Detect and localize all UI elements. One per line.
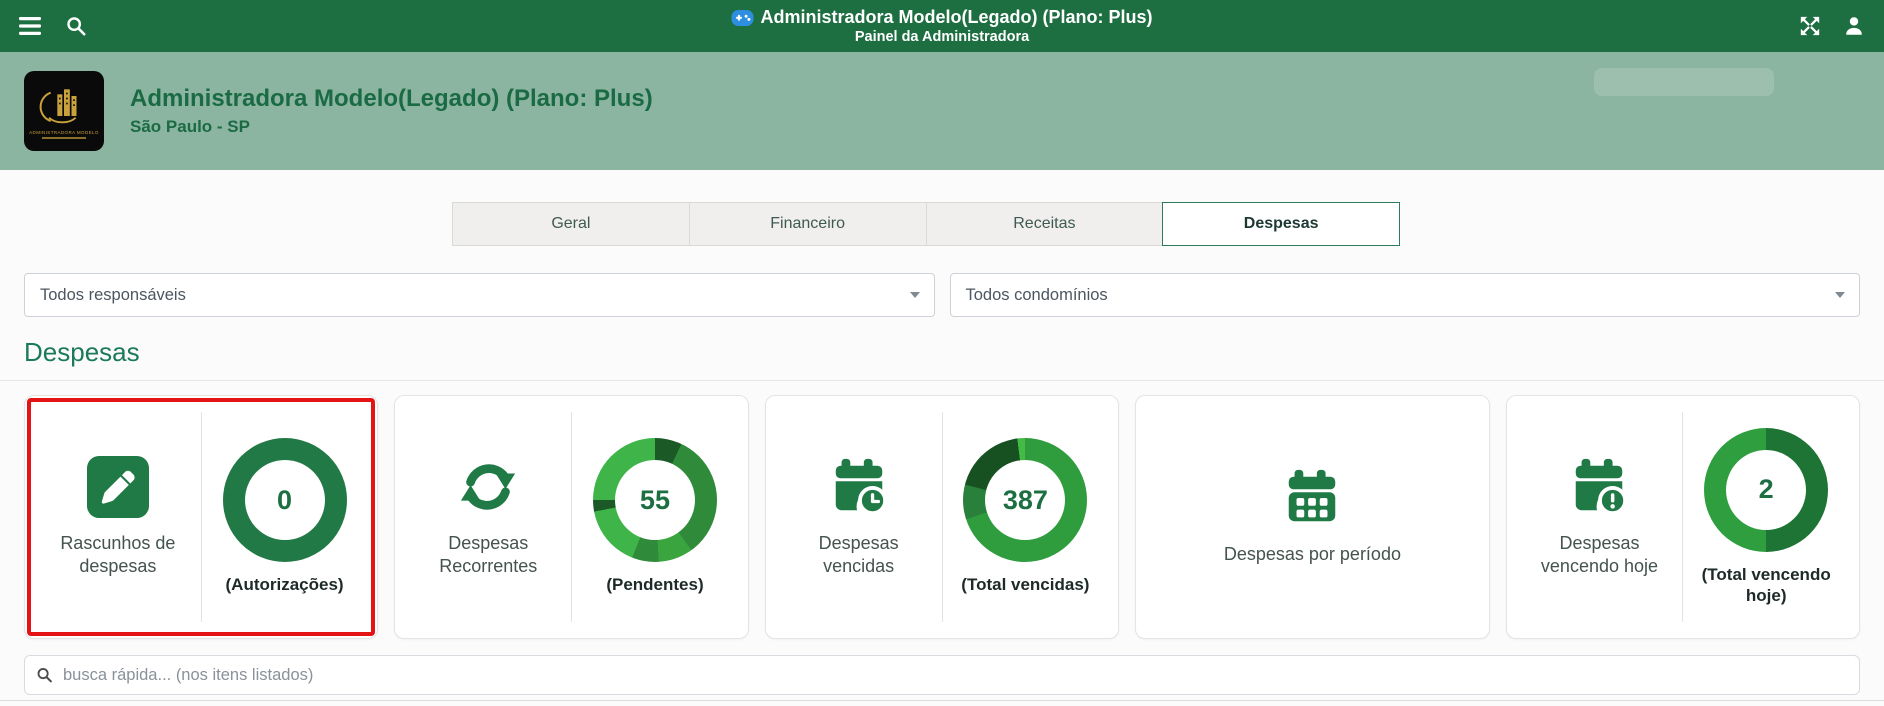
- card-rascunhos-de-despesas[interactable]: Rascunhos de despesas 0 (Autorizações): [24, 395, 379, 639]
- tab-geral-label: Geral: [551, 215, 591, 232]
- bottom-divider: [0, 700, 1884, 701]
- user-icon: [1846, 17, 1862, 35]
- donut-value: 0: [277, 484, 293, 515]
- header-title-block: Administradora Modelo(Legado) (Plano: Pl…: [731, 0, 1153, 52]
- search-button[interactable]: [62, 12, 90, 40]
- donut-caption: (Pendentes): [606, 575, 704, 595]
- tab-receitas-label: Receitas: [1013, 215, 1076, 232]
- donut-value: 2: [1758, 474, 1774, 505]
- tab-financeiro[interactable]: Financeiro: [688, 202, 927, 246]
- card-divider: [571, 412, 573, 622]
- tab-despesas-label: Despesas: [1243, 215, 1319, 232]
- user-menu-button[interactable]: [1840, 12, 1868, 40]
- card-divider: [1682, 412, 1684, 622]
- card-despesas-recorrentes[interactable]: Despesas Recorrentes 55 (Pendentes): [394, 395, 749, 639]
- calendar-clock-icon: [828, 456, 890, 518]
- donut-caption: (Total vencendo hoje): [1701, 564, 1831, 605]
- total-vencendo-hoje-donut-chart: 2: [1704, 427, 1829, 552]
- card-label: Despesas por período: [1223, 544, 1401, 565]
- donut-caption: (Total vencidas): [961, 575, 1090, 595]
- hamburger-menu-button[interactable]: [16, 12, 44, 40]
- responsaveis-select[interactable]: Todos responsáveis: [24, 273, 935, 317]
- card-divider: [200, 412, 202, 622]
- card-divider: [941, 412, 943, 622]
- card-despesas-vencidas[interactable]: Despesas vencidas 387 (Total vencidas): [764, 395, 1120, 639]
- rotate-arrows-icon: [457, 456, 519, 518]
- condominios-select[interactable]: Todos condomínios: [949, 273, 1860, 317]
- condominios-select-value: Todos condomínios: [965, 285, 1108, 304]
- banner-highlight: [1594, 68, 1774, 96]
- donut-value: 387: [1002, 484, 1048, 515]
- section-title: Despesas: [24, 337, 140, 367]
- card-label: Despesas vencendo hoje: [1540, 532, 1659, 576]
- donut-caption: (Autorizações): [225, 575, 344, 595]
- company-logo: ADMINISTRADORA MODELO: [24, 71, 104, 151]
- header-title: Administradora Modelo(Legado) (Plano: Pl…: [760, 7, 1153, 27]
- tab-receitas[interactable]: Receitas: [925, 202, 1164, 246]
- header-subtitle: Painel da Administradora: [854, 29, 1030, 45]
- pendentes-donut-chart: 55: [592, 438, 717, 563]
- chevron-down-icon: [1835, 292, 1845, 298]
- expand-arrows-icon: [1800, 16, 1820, 36]
- company-banner: ADMINISTRADORA MODELO Administradora Mod…: [0, 52, 1884, 170]
- autorizacoes-donut-chart: 0: [222, 438, 347, 563]
- tab-despesas[interactable]: Despesas: [1162, 202, 1400, 246]
- section-divider: [0, 380, 1884, 381]
- tab-geral[interactable]: Geral: [452, 202, 690, 246]
- responsaveis-select-value: Todos responsáveis: [40, 285, 186, 304]
- quick-search-input[interactable]: [24, 655, 1860, 695]
- calendar-exclamation-icon: [1568, 456, 1630, 518]
- search-icon: [67, 17, 86, 36]
- card-label: Despesas vencidas: [818, 532, 899, 576]
- top-header-bar: Administradora Modelo(Legado) (Plano: Pl…: [0, 0, 1884, 52]
- company-location: São Paulo - SP: [130, 117, 250, 136]
- logo-rule: [42, 136, 86, 139]
- donut-value: 55: [639, 484, 670, 515]
- company-name: Administradora Modelo(Legado) (Plano: Pl…: [130, 85, 653, 112]
- building-logo-icon: [39, 88, 77, 123]
- card-despesas-vencendo-hoje[interactable]: Despesas vencendo hoje 2 (Total vencendo…: [1505, 395, 1861, 639]
- expense-cards-row: Rascunhos de despesas 0 (Autorizações) D…: [0, 381, 1884, 639]
- dashboard-tabs: Geral Financeiro Receitas Despesas: [452, 202, 1400, 246]
- fullscreen-button[interactable]: [1796, 12, 1824, 40]
- card-label: Despesas Recorrentes: [439, 532, 538, 576]
- filters-row: Todos responsáveis Todos condomínios: [24, 273, 1860, 317]
- hamburger-icon: [19, 17, 41, 35]
- card-despesas-por-periodo[interactable]: Despesas por período: [1135, 395, 1490, 639]
- quick-search-bar: [24, 655, 1860, 695]
- gamepad-icon: [731, 9, 754, 26]
- chevron-down-icon: [909, 292, 920, 298]
- calendar-grid-icon: [1281, 467, 1343, 529]
- logo-text: ADMINISTRADORA MODELO: [29, 129, 99, 135]
- pencil-square-icon: [86, 455, 149, 518]
- tab-financeiro-label: Financeiro: [770, 215, 845, 232]
- search-icon: [37, 668, 52, 683]
- total-vencidas-donut-chart: 387: [963, 438, 1088, 563]
- card-label: Rascunhos de despesas: [60, 532, 176, 576]
